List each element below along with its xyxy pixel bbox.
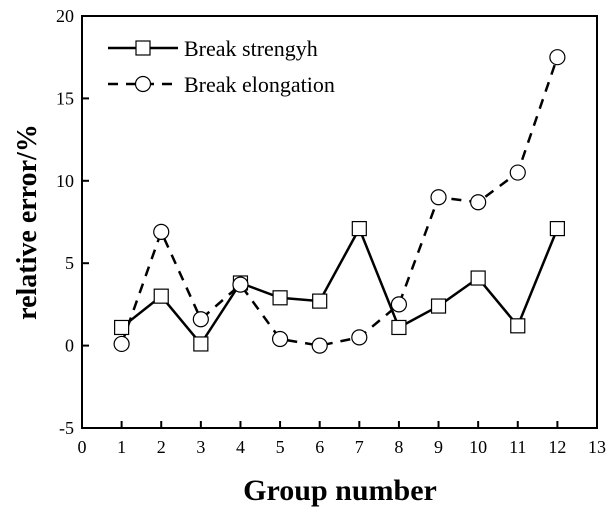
- square-data-point: [470, 270, 486, 286]
- circle-data-point: [113, 335, 130, 353]
- y-tick-label: 15: [56, 88, 74, 108]
- square-data-point: [312, 293, 328, 309]
- y-tick-label: 5: [65, 253, 74, 273]
- circle-data-point: [192, 311, 209, 328]
- plot-frame: [81, 15, 598, 429]
- circle-data-point: [390, 296, 408, 313]
- circle-data-point: [549, 49, 566, 66]
- legend-square-marker: [135, 40, 151, 56]
- circle-data-point: [153, 223, 170, 240]
- circle-data-point: [430, 189, 447, 206]
- square-data-point: [391, 319, 407, 336]
- square-data-point: [549, 220, 565, 237]
- square-data-point: [430, 298, 447, 314]
- x-tick-label: 13: [588, 437, 606, 457]
- circle-data-point: [271, 330, 289, 348]
- square-data-point: [193, 336, 209, 352]
- x-tick-label: 10: [469, 437, 487, 457]
- x-tick-label: 11: [509, 437, 526, 457]
- x-axis-title: Group number: [243, 474, 437, 507]
- y-tick-label: 0: [65, 336, 74, 356]
- x-tick-label: 2: [157, 437, 166, 457]
- legend-label-break-strength: Break strengyh: [184, 36, 318, 61]
- y-tick-label: -5: [59, 418, 74, 438]
- x-tick-label: 7: [355, 437, 364, 457]
- circle-data-point: [351, 329, 368, 346]
- legend: Break strengyh Break elongation: [108, 36, 335, 97]
- y-tick-label: 10: [56, 171, 74, 191]
- circle-data-point: [311, 337, 328, 354]
- circle-data-point: [232, 276, 249, 293]
- x-tick-label: 8: [394, 437, 403, 457]
- square-data-point: [272, 290, 288, 306]
- legend-label-break-elongation: Break elongation: [184, 72, 335, 97]
- x-tick-label: 5: [276, 437, 285, 457]
- square-data-point: [114, 319, 130, 336]
- x-tick-label: 12: [548, 437, 566, 457]
- legend-circle-marker: [134, 75, 152, 93]
- series-line-break-elongation: [120, 56, 559, 347]
- series-line-break-strength: [120, 225, 559, 347]
- x-tick-label: 4: [236, 437, 245, 457]
- y-tick-label: 20: [56, 6, 74, 26]
- x-tick-label: 9: [434, 437, 443, 457]
- circle-data-point: [509, 164, 526, 181]
- square-data-point: [153, 288, 169, 304]
- circle-data-point: [470, 194, 487, 211]
- square-data-point: [510, 318, 526, 334]
- x-tick-label: 6: [315, 437, 324, 457]
- x-tick-label: 0: [78, 437, 87, 457]
- square-data-point: [351, 220, 367, 237]
- x-tick-label: 1: [117, 437, 126, 457]
- x-tick-label: 3: [196, 437, 205, 457]
- y-axis-title: relative error/%: [12, 124, 43, 320]
- plot-area: [113, 49, 566, 354]
